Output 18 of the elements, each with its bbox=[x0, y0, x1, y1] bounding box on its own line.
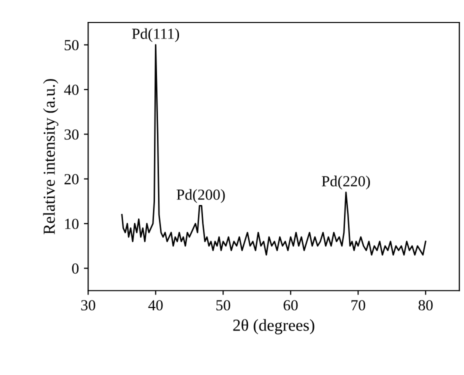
annotation: Pd(220) bbox=[322, 176, 370, 190]
y-tick-label: 20 bbox=[64, 174, 79, 184]
annotation: Pd(111) bbox=[132, 28, 180, 42]
x-axis-title: 2θ (degrees) bbox=[233, 319, 314, 334]
annotation: Pd(200) bbox=[176, 189, 225, 203]
x-tick-label: 40 bbox=[148, 300, 163, 310]
x-tick-label: 70 bbox=[351, 300, 366, 310]
x-tick-label: 30 bbox=[81, 300, 96, 310]
y-tick-label: 30 bbox=[64, 129, 79, 140]
line-series bbox=[121, 44, 426, 256]
y-tick-label: 50 bbox=[64, 40, 79, 50]
x-tick-label: 50 bbox=[216, 300, 230, 310]
y-tick-label: 40 bbox=[64, 84, 79, 95]
y-tick-label: 10 bbox=[65, 218, 79, 230]
x-tick-label: 80 bbox=[418, 300, 433, 310]
x-tick-label: 60 bbox=[284, 300, 298, 310]
y-axis-title: Relative intensity (a.u.) bbox=[43, 79, 58, 234]
y-tick-label: 0 bbox=[72, 263, 79, 274]
